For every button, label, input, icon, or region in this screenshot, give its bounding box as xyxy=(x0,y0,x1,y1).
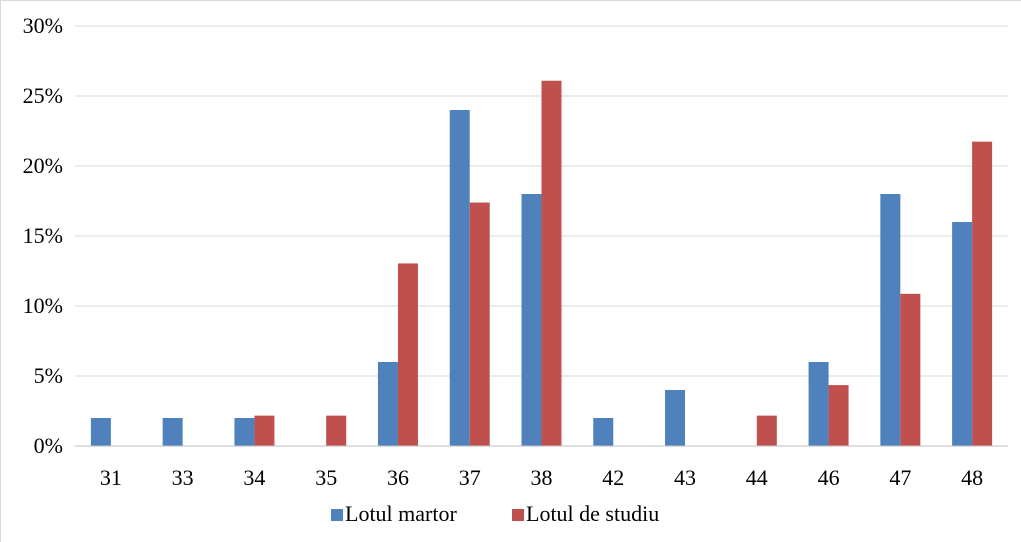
bar-lotul-de-studiu-46 xyxy=(828,385,849,446)
y-tick-label: 25% xyxy=(23,83,63,108)
bar-lotul-de-studiu-36 xyxy=(397,263,418,446)
bar-lotul-de-studiu-37 xyxy=(469,202,490,446)
bar-lotul-martor-31 xyxy=(90,418,111,446)
legend-label: Lotul de studiu xyxy=(526,501,659,526)
x-tick-label: 31 xyxy=(100,465,122,490)
x-tick-label: 44 xyxy=(746,465,768,490)
y-tick-label: 5% xyxy=(34,363,63,388)
bar-lotul-de-studiu-48 xyxy=(972,141,993,446)
bar-lotul-martor-34 xyxy=(234,418,255,446)
legend-swatch-lotul-de-studiu xyxy=(512,509,524,521)
x-tick-label: 35 xyxy=(315,465,337,490)
x-axis-tick-labels: 31 33 34 35 36 37 38 42 43 44 46 47 48 xyxy=(100,465,983,490)
x-tick-label: 48 xyxy=(961,465,983,490)
x-tick-label: 36 xyxy=(387,465,409,490)
y-tick-label: 0% xyxy=(34,433,63,458)
bar-lotul-de-studiu-38 xyxy=(541,80,562,447)
legend: Lotul martor Lotul de studiu xyxy=(331,501,659,526)
y-tick-label: 30% xyxy=(23,13,63,38)
bars xyxy=(90,80,993,447)
bar-lotul-martor-46 xyxy=(808,362,829,446)
y-tick-label: 10% xyxy=(23,293,63,318)
bar-lotul-de-studiu-44 xyxy=(756,415,777,446)
bar-lotul-de-studiu-47 xyxy=(900,293,921,446)
x-tick-label: 46 xyxy=(818,465,840,490)
legend-label: Lotul martor xyxy=(345,501,457,526)
bar-lotul-martor-43 xyxy=(665,390,686,446)
x-tick-label: 37 xyxy=(459,465,481,490)
x-tick-label: 33 xyxy=(172,465,194,490)
bar-lotul-martor-47 xyxy=(880,194,901,446)
bar-lotul-martor-38 xyxy=(521,194,542,446)
bar-lotul-martor-33 xyxy=(162,418,183,446)
y-axis-tick-labels: 0% 5% 10% 15% 20% 25% 30% xyxy=(23,13,63,458)
x-tick-label: 34 xyxy=(243,465,265,490)
y-tick-label: 15% xyxy=(23,223,63,248)
bar-lotul-martor-42 xyxy=(593,418,614,446)
legend-swatch-lotul-martor xyxy=(331,509,343,521)
x-tick-label: 42 xyxy=(602,465,624,490)
bar-lotul-martor-36 xyxy=(377,362,398,446)
y-tick-label: 20% xyxy=(23,153,63,178)
x-tick-label: 38 xyxy=(531,465,553,490)
bar-lotul-martor-37 xyxy=(449,110,470,446)
x-tick-label: 47 xyxy=(889,465,911,490)
x-tick-label: 43 xyxy=(674,465,696,490)
bar-lotul-de-studiu-35 xyxy=(326,415,347,446)
bar-lotul-martor-48 xyxy=(952,222,973,446)
bar-lotul-de-studiu-34 xyxy=(254,415,275,446)
